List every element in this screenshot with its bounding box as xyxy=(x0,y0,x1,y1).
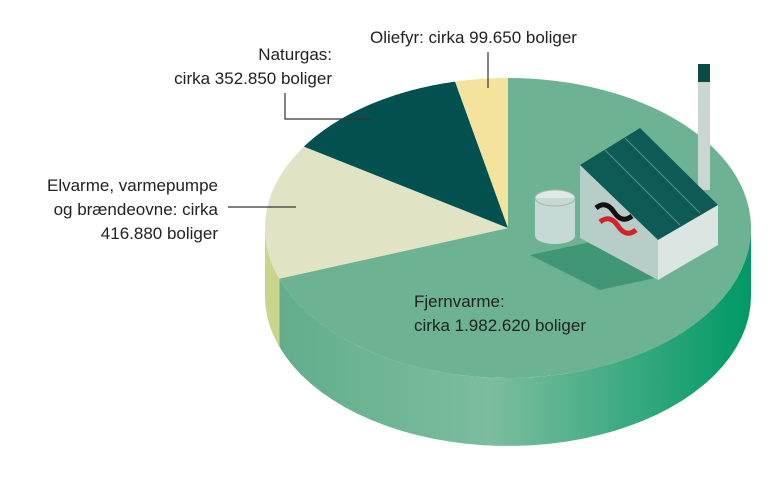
pie-side-fjernvarme xyxy=(279,228,751,446)
pie-sides xyxy=(265,228,751,446)
pie-slice-elvarme xyxy=(265,146,508,279)
pie-slice-oliefyr xyxy=(455,78,508,228)
label-elvarme: Elvarme, varmepumpe og brændeovne: cirka… xyxy=(46,176,218,243)
label-fjernvarme: Fjernvarme: cirka 1.982.620 boliger xyxy=(414,292,587,335)
leader-line-naturgas xyxy=(284,93,371,120)
pie-slice-naturgas xyxy=(303,81,508,228)
leader-lines xyxy=(228,52,489,208)
label-naturgas: Naturgas: cirka 352.850 boliger xyxy=(174,45,332,88)
building-shadow xyxy=(530,240,655,290)
power-plant-illustration xyxy=(530,64,718,290)
building-roof xyxy=(580,128,718,240)
label-oliefyr: Oliefyr: cirka 99.650 boliger xyxy=(370,28,577,47)
chimney-icon xyxy=(698,66,710,190)
storage-tank-icon xyxy=(534,189,576,207)
logo-icon xyxy=(594,202,638,236)
pie-side-elvarme xyxy=(265,228,280,347)
